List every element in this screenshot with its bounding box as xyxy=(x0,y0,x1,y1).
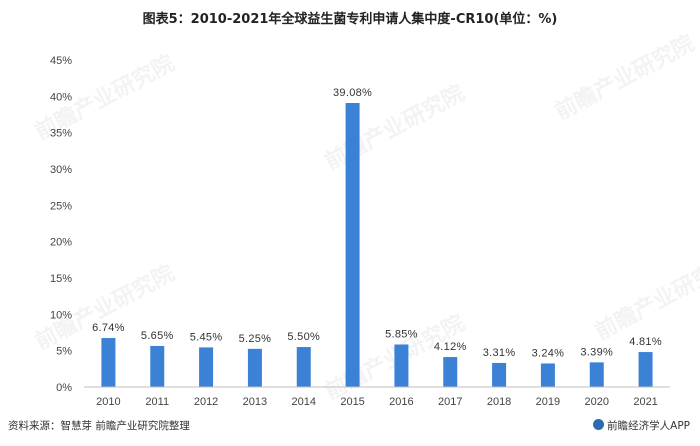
x-tick-label: 2012 xyxy=(194,396,218,408)
bar-series xyxy=(101,103,653,387)
data-label: 4.81% xyxy=(629,336,662,348)
brand-text: 前瞻经济学人APP xyxy=(607,420,690,432)
x-tick-label: 2017 xyxy=(438,396,462,408)
x-tick-label: 2010 xyxy=(96,396,120,408)
x-tick-label: 2015 xyxy=(340,396,364,408)
data-label: 3.39% xyxy=(580,346,613,358)
y-tick-label: 30% xyxy=(50,164,72,176)
bar xyxy=(540,363,555,387)
y-axis: 0% 5% 10% 15% 20% 25% 30% 35% 40% 45% xyxy=(50,55,72,394)
bar xyxy=(150,345,165,387)
x-tick-label: 2018 xyxy=(487,396,511,408)
y-tick-label: 20% xyxy=(50,237,72,249)
x-tick-label: 2021 xyxy=(633,396,657,408)
x-tick-label: 2020 xyxy=(585,396,609,408)
data-label: 6.74% xyxy=(92,322,125,334)
watermark-text: 前瞻产业研究院 xyxy=(551,30,699,125)
bar xyxy=(345,103,360,387)
bar xyxy=(394,344,409,387)
data-label: 39.08% xyxy=(333,87,372,99)
data-label: 5.65% xyxy=(141,330,174,342)
y-tick-label: 40% xyxy=(50,91,72,103)
bar xyxy=(443,357,458,387)
y-tick-label: 45% xyxy=(50,55,72,67)
y-tick-label: 5% xyxy=(56,346,72,358)
x-tick-label: 2011 xyxy=(145,396,169,408)
x-tick-label: 2016 xyxy=(389,396,413,408)
watermark-text: 前瞻产业研究院 xyxy=(591,250,700,345)
data-label: 5.85% xyxy=(385,328,418,340)
bar xyxy=(199,347,214,387)
y-tick-label: 25% xyxy=(50,200,72,212)
y-tick-label: 15% xyxy=(50,273,72,285)
y-tick-label: 10% xyxy=(50,309,72,321)
chart-title: 图表5：2010-2021年全球益生菌专利申请人集中度-CR10(单位：%) xyxy=(142,12,558,27)
y-tick-label: 35% xyxy=(50,128,72,140)
brand-footer: 前瞻经济学人APP xyxy=(593,418,690,433)
data-label: 3.31% xyxy=(483,347,516,359)
data-label: 5.25% xyxy=(239,333,272,345)
bar xyxy=(492,362,507,387)
bar xyxy=(101,338,116,387)
x-axis: 2010 2011 2012 2013 2014 2015 2016 2017 2018 2019… xyxy=(96,396,658,408)
source-note: 资料来源：智慧芽 前瞻产业研究院整理 xyxy=(8,420,190,432)
x-tick-label: 2019 xyxy=(536,396,560,408)
data-label: 5.50% xyxy=(287,331,320,343)
data-labels: 6.74% 5.65% 5.45% 5.25% 5.50% 39.08% 5.85% 4.12… xyxy=(92,87,662,359)
bar xyxy=(589,362,604,387)
x-tick-label: 2014 xyxy=(292,396,316,408)
bar xyxy=(638,352,653,387)
bar xyxy=(247,348,262,387)
y-tick-label: 0% xyxy=(56,382,72,394)
data-label: 4.12% xyxy=(434,341,467,353)
x-tick-label: 2013 xyxy=(243,396,267,408)
bar xyxy=(296,347,311,387)
data-label: 5.45% xyxy=(190,331,223,343)
data-label: 3.24% xyxy=(532,347,565,359)
brand-logo-icon xyxy=(593,419,605,430)
